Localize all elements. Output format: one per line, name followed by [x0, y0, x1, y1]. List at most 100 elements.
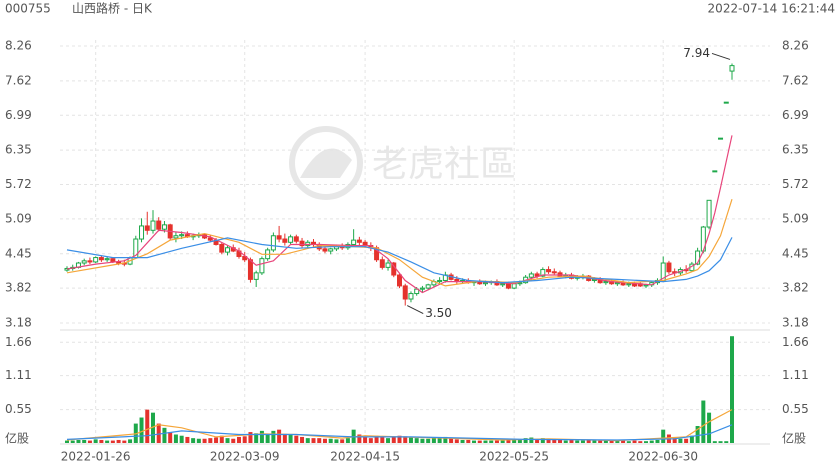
- y-tick-label: 7.62: [5, 73, 32, 87]
- volume-bar: [592, 440, 597, 443]
- candle-body: [425, 284, 431, 289]
- ma-line: [66, 237, 733, 284]
- volume-bar: [701, 400, 706, 443]
- candle-body: [173, 235, 179, 239]
- volume-bar: [357, 434, 362, 443]
- high-label: 7.94: [683, 46, 710, 60]
- volume-bar: [380, 436, 385, 443]
- candle-body: [723, 101, 729, 104]
- volume-bar: [443, 436, 448, 443]
- candle-body: [712, 170, 718, 173]
- candle-body: [161, 224, 167, 230]
- volume-bar: [540, 438, 545, 443]
- candle-body: [397, 274, 402, 287]
- volume-bar: [254, 433, 259, 443]
- volume-bar: [386, 438, 391, 443]
- volume-bar: [173, 434, 178, 443]
- volume-bar: [231, 438, 236, 443]
- volume-bar: [150, 412, 155, 443]
- volume-bar: [621, 440, 626, 443]
- volume-bar: [322, 438, 327, 443]
- candle-body: [351, 239, 357, 245]
- y-tick-label-right: 3.18: [782, 316, 809, 330]
- candle-body: [259, 258, 265, 274]
- candle-body: [729, 65, 735, 72]
- volume-bar: [368, 438, 373, 443]
- y-tick-label: 3.82: [5, 281, 32, 295]
- watermark: 老虎社區: [289, 126, 516, 200]
- volume-bar: [328, 438, 333, 443]
- volume-unit-right: 亿股: [782, 431, 806, 446]
- candle-body: [603, 281, 609, 284]
- candle-body: [81, 260, 87, 264]
- volume-bar: [391, 436, 396, 443]
- volume-bar: [288, 434, 293, 443]
- y-tick-label: 5.09: [5, 211, 32, 225]
- volume-bar: [70, 440, 75, 443]
- volume-bar: [397, 435, 402, 443]
- x-tick-label: 2022-03-09: [210, 450, 280, 464]
- y-tick-label-right: 3.82: [782, 281, 809, 295]
- volume-bar: [638, 441, 643, 443]
- candle-body: [546, 269, 552, 273]
- volume-bar: [586, 439, 591, 443]
- volume-bar: [655, 439, 660, 443]
- volume-tick-label-right: 1.11: [782, 368, 809, 382]
- volume-bar: [644, 441, 649, 443]
- volume-bar: [563, 440, 568, 443]
- volume-bar: [294, 435, 299, 443]
- volume-bar: [695, 426, 700, 443]
- candle-body: [144, 225, 150, 231]
- volume-bar: [724, 441, 729, 443]
- volume-bar: [414, 438, 419, 443]
- volume-bar: [374, 435, 379, 443]
- candle-body: [511, 283, 517, 289]
- volume-bar: [282, 433, 287, 443]
- candle-body: [482, 282, 488, 285]
- candle-body: [402, 285, 408, 300]
- volume-bar: [99, 439, 104, 443]
- volume-bar: [236, 436, 241, 443]
- volume-bar: [277, 429, 282, 443]
- volume-bar: [477, 440, 482, 443]
- volume-bar: [408, 437, 413, 443]
- y-tick-label-right: 8.26: [782, 39, 809, 53]
- candle-body: [139, 225, 145, 240]
- candle-body: [614, 282, 620, 285]
- x-tick-label: 2022-01-26: [61, 450, 131, 464]
- volume-bar: [472, 440, 477, 443]
- candle-body: [293, 236, 299, 242]
- title: 山西路桥 - 日K: [72, 1, 153, 16]
- volume-bar: [271, 430, 276, 443]
- timestamp: 2022-07-14 16:21:44: [708, 2, 835, 16]
- volume-tick-label: 1.66: [5, 335, 32, 349]
- candle-body: [540, 269, 546, 277]
- volume-bar: [65, 440, 69, 443]
- volume-bar: [506, 439, 511, 443]
- volume-tick-label-right: 0.55: [782, 402, 809, 416]
- volume-bar: [684, 438, 689, 443]
- volume-bar: [363, 436, 368, 443]
- volume-bar: [678, 438, 683, 443]
- ma-line: [66, 199, 733, 287]
- candle-body: [666, 262, 672, 273]
- candle-body: [98, 257, 104, 261]
- volume_ma-line: [66, 424, 733, 441]
- volume-bar: [214, 437, 219, 443]
- volume-bar: [116, 439, 121, 443]
- y-tick-label: 3.18: [5, 316, 32, 330]
- volume-bar: [494, 440, 499, 443]
- y-tick-label: 4.45: [5, 246, 32, 260]
- candle-body: [207, 237, 213, 241]
- volume-bar: [449, 438, 454, 443]
- volume-bar: [259, 430, 264, 443]
- volume-bar: [431, 438, 436, 443]
- volume-bar: [248, 432, 253, 443]
- candle-body: [253, 272, 259, 280]
- candle-body: [379, 259, 385, 268]
- volume-bar: [460, 439, 465, 443]
- candle-body: [104, 258, 110, 261]
- y-tick-label-right: 5.72: [782, 177, 809, 191]
- volume-bar: [168, 432, 173, 443]
